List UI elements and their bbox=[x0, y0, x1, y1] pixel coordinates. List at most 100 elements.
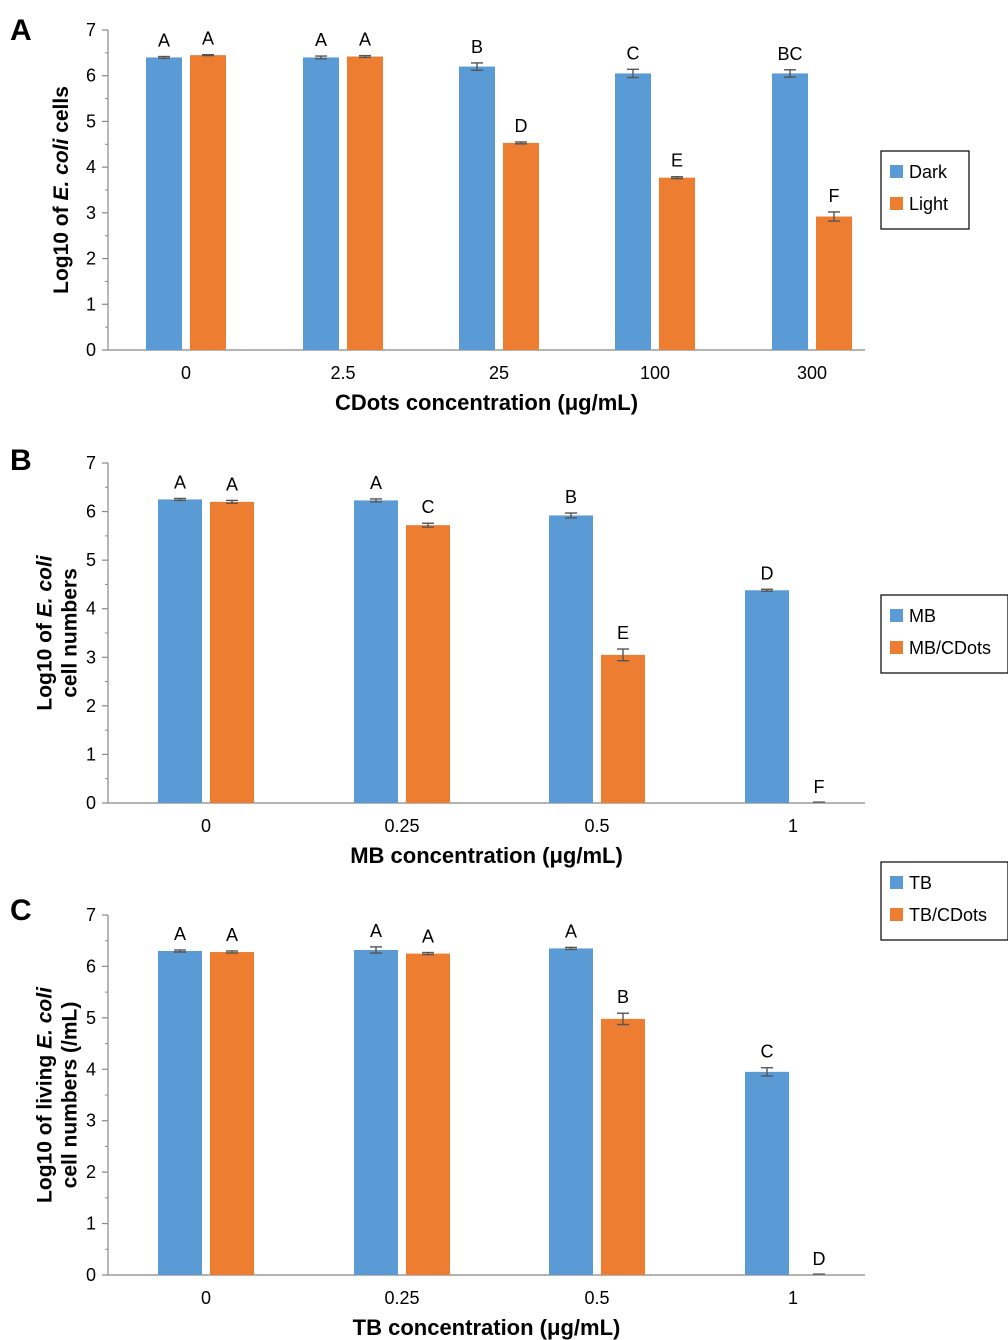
y-tick-label: 3 bbox=[86, 1111, 96, 1131]
y-tick-label: 5 bbox=[86, 111, 96, 131]
y-tick-label: 4 bbox=[86, 157, 96, 177]
panel-letter: B bbox=[10, 444, 32, 477]
panel-letter: C bbox=[10, 894, 32, 927]
y-tick-label: 1 bbox=[86, 294, 96, 314]
x-tick-label: 0 bbox=[181, 363, 191, 383]
x-tick-label: 0.5 bbox=[584, 816, 609, 836]
y-axis-label-part: Log10 of bbox=[34, 617, 57, 710]
significance-label: D bbox=[813, 1249, 826, 1269]
significance-label: E bbox=[617, 623, 629, 643]
legend: MB MB/CDots bbox=[880, 594, 1008, 674]
y-axis-label-part: cell numbers (/mL) bbox=[59, 1002, 82, 1189]
bar-mb-cdots-0 bbox=[210, 501, 254, 803]
y-axis-label-part: Log10 of living bbox=[34, 1049, 57, 1203]
x-tick-label: 1 bbox=[788, 816, 798, 836]
legend-label: TB/CDots bbox=[909, 905, 987, 925]
y-tick-label: 0 bbox=[86, 793, 96, 813]
significance-label: D bbox=[761, 563, 774, 583]
y-tick-label: 3 bbox=[86, 647, 96, 667]
significance-label: C bbox=[627, 43, 640, 63]
x-tick-label: 0.25 bbox=[384, 1288, 419, 1308]
bar-light-0 bbox=[190, 55, 226, 351]
x-tick-label: 300 bbox=[797, 363, 827, 383]
legend-label: MB bbox=[909, 606, 936, 626]
y-tick-label: 1 bbox=[86, 744, 96, 764]
x-tick-label: 1 bbox=[788, 1288, 798, 1308]
legend-label: TB bbox=[909, 873, 932, 893]
bar-mb-1 bbox=[354, 500, 398, 803]
x-axis-label: CDots concentration (μg/mL) bbox=[335, 390, 638, 415]
bar-dark-0 bbox=[146, 57, 182, 351]
bar-mb-3 bbox=[745, 590, 789, 803]
legend-swatch bbox=[890, 908, 903, 921]
bar-tb-cdots-1 bbox=[406, 953, 450, 1275]
y-tick-label: 6 bbox=[86, 502, 96, 522]
x-tick-label: 2.5 bbox=[330, 363, 355, 383]
significance-label: A bbox=[359, 30, 371, 50]
significance-label: A bbox=[565, 921, 577, 941]
significance-label: B bbox=[565, 487, 577, 507]
y-axis-label: Log10 of E. coli cells bbox=[50, 86, 73, 294]
y-tick-label: 2 bbox=[86, 1162, 96, 1182]
bar-mb-cdots-1 bbox=[406, 525, 450, 803]
y-tick-label: 0 bbox=[86, 340, 96, 360]
y-tick-label: 7 bbox=[86, 453, 96, 473]
bar-tb-0 bbox=[158, 951, 202, 1275]
y-axis-label-part: E. coli bbox=[34, 986, 57, 1049]
y-axis-label-part: E. coli bbox=[34, 554, 57, 617]
significance-label: C bbox=[761, 1042, 774, 1062]
panel-letter: A bbox=[10, 14, 32, 47]
legend-swatch bbox=[890, 609, 903, 622]
y-tick-label: 7 bbox=[86, 20, 96, 40]
y-axis-label-part: cells bbox=[50, 86, 73, 139]
y-tick-label: 5 bbox=[86, 550, 96, 570]
legend: Dark Light bbox=[880, 150, 970, 230]
y-axis-label-part: cell numbers bbox=[59, 568, 82, 698]
significance-label: BC bbox=[777, 44, 802, 64]
y-tick-label: 2 bbox=[86, 249, 96, 269]
legend: TB TB/CDots bbox=[880, 861, 1008, 941]
y-tick-label: 3 bbox=[86, 203, 96, 223]
y-tick-label: 4 bbox=[86, 599, 96, 619]
significance-label: A bbox=[370, 921, 382, 941]
bar-light-2 bbox=[503, 142, 539, 350]
x-tick-label: 0.25 bbox=[384, 816, 419, 836]
significance-label: A bbox=[174, 472, 186, 492]
bar-light-1 bbox=[347, 56, 383, 351]
significance-label: A bbox=[422, 927, 434, 947]
bar-light-3 bbox=[659, 177, 695, 350]
y-tick-label: 5 bbox=[86, 1008, 96, 1028]
y-tick-label: 0 bbox=[86, 1265, 96, 1285]
x-tick-label: 25 bbox=[489, 363, 509, 383]
legend-box bbox=[880, 150, 970, 230]
x-axis-label: TB concentration (μg/mL) bbox=[353, 1315, 621, 1340]
significance-label: A bbox=[315, 30, 327, 50]
y-tick-label: 6 bbox=[86, 66, 96, 86]
y-tick-label: 7 bbox=[86, 905, 96, 925]
bar-tb-3 bbox=[745, 1071, 789, 1275]
legend-box bbox=[880, 861, 1008, 941]
bar-tb-cdots-2 bbox=[601, 1018, 645, 1275]
x-tick-label: 100 bbox=[640, 363, 670, 383]
legend-label: Light bbox=[909, 194, 948, 214]
y-tick-label: 4 bbox=[86, 1059, 96, 1079]
significance-label: A bbox=[202, 29, 214, 49]
legend-box bbox=[880, 594, 1008, 674]
significance-label: A bbox=[226, 925, 238, 945]
significance-label: D bbox=[515, 116, 528, 136]
bar-dark-4 bbox=[772, 73, 808, 350]
y-axis-label: Log10 of E. colicell numbers bbox=[34, 554, 82, 710]
bar-light-4 bbox=[816, 216, 852, 350]
significance-label: B bbox=[471, 37, 483, 57]
legend-swatch bbox=[890, 641, 903, 654]
bar-mb-0 bbox=[158, 499, 202, 803]
bar-dark-2 bbox=[459, 66, 495, 351]
y-tick-label: 1 bbox=[86, 1214, 96, 1234]
bar-tb-1 bbox=[354, 949, 398, 1275]
x-tick-label: 0 bbox=[201, 1288, 211, 1308]
legend-label: MB/CDots bbox=[909, 638, 991, 658]
x-tick-label: 0.5 bbox=[584, 1288, 609, 1308]
